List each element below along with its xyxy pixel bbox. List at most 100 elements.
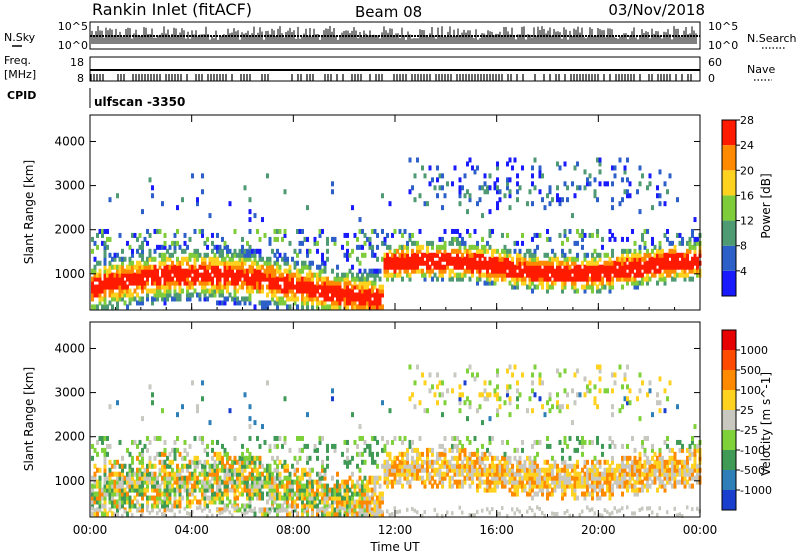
- power-cell: [208, 280, 212, 286]
- velocity-cell: [438, 455, 442, 461]
- velocity-cell: [456, 455, 459, 461]
- power-cell: [253, 252, 257, 258]
- power-cell: [101, 288, 104, 294]
- velocity-cell: [306, 487, 309, 493]
- power-cell: [468, 268, 472, 274]
- velocity-cell: [441, 443, 444, 449]
- power-cell: [188, 252, 192, 258]
- velocity-cell: [113, 512, 116, 517]
- velocity-cell: [121, 467, 124, 473]
- power-cell: [103, 292, 107, 298]
- power-cell: [193, 264, 197, 270]
- velocity-cell: [213, 459, 217, 465]
- power-cell: [256, 272, 259, 278]
- power-cell: [566, 256, 569, 262]
- power-cell: [478, 197, 482, 203]
- power-cell: [148, 268, 152, 274]
- velocity-cell: [528, 487, 532, 493]
- velocity-cell: [496, 396, 499, 402]
- power-cell: [486, 185, 489, 191]
- velocity-cell: [346, 507, 349, 513]
- velocity-cell: [423, 510, 426, 515]
- velocity-cell: [91, 487, 94, 493]
- power-cell: [488, 185, 492, 191]
- velocity-cell: [238, 507, 242, 513]
- velocity-cell: [181, 467, 184, 473]
- power-cell: [313, 296, 317, 302]
- velocity-cell: [216, 487, 219, 493]
- power-cell: [358, 288, 362, 294]
- power-cell: [603, 181, 607, 187]
- velocity-cell: [163, 463, 167, 469]
- power-cell: [111, 304, 114, 310]
- velocity-cell: [358, 487, 362, 493]
- velocity-cell: [581, 443, 584, 449]
- velocity-cell: [141, 475, 144, 481]
- velocity-cell: [561, 487, 564, 493]
- power-cell: [258, 264, 262, 270]
- velocity-cell: [463, 455, 467, 461]
- velocity-cell: [331, 507, 334, 513]
- velocity-cell: [331, 487, 334, 493]
- velocity-cell: [443, 451, 447, 457]
- velocity-cell: [438, 467, 442, 473]
- power-cell: [626, 256, 629, 262]
- power-cell: [288, 284, 292, 290]
- velocity-cell: [103, 499, 107, 505]
- velocity-cell: [201, 483, 204, 489]
- power-cell: [681, 240, 684, 246]
- power-cell: [308, 296, 312, 302]
- power-cell: [563, 264, 567, 270]
- power-cell: [163, 284, 167, 290]
- power-cell: [468, 264, 472, 270]
- velocity-cell: [253, 483, 257, 489]
- power-cell: [546, 228, 549, 234]
- power-cell: [278, 300, 282, 306]
- velocity-cell: [151, 400, 154, 406]
- power-cell: [108, 236, 112, 242]
- power-cell: [633, 280, 637, 286]
- power-cell: [241, 272, 244, 278]
- velocity-cell: [168, 459, 172, 465]
- power-cell: [556, 264, 559, 270]
- power-cell: [296, 288, 299, 294]
- velocity-cell: [331, 499, 334, 505]
- power-cell: [586, 264, 589, 270]
- power-cell: [346, 300, 349, 306]
- velocity-cell: [116, 513, 119, 518]
- velocity-cell: [536, 483, 539, 489]
- velocity-cell: [503, 455, 507, 461]
- velocity-cell: [176, 487, 179, 493]
- velocity-cell: [163, 475, 167, 481]
- velocity-cell: [211, 455, 214, 461]
- power-cell: [143, 236, 147, 242]
- power-cell: [643, 252, 647, 258]
- power-cell: [663, 256, 667, 262]
- power-cell: [133, 232, 137, 238]
- velocity-cell: [326, 455, 329, 461]
- velocity-cell: [503, 475, 507, 481]
- power-cell: [573, 272, 577, 278]
- velocity-cell: [176, 471, 179, 477]
- velocity-cell: [363, 491, 367, 497]
- velocity-cell: [411, 392, 414, 398]
- power-cell: [646, 248, 649, 254]
- velocity-cell: [361, 499, 364, 505]
- power-cell: [493, 256, 497, 262]
- velocity-cell: [548, 467, 552, 473]
- velocity-cell: [573, 491, 577, 497]
- power-cell: [136, 276, 139, 282]
- power-cell: [103, 304, 107, 310]
- velocity-cell: [183, 479, 187, 485]
- power-cell: [143, 280, 147, 286]
- velocity-cell: [381, 400, 384, 406]
- power-cell: [171, 240, 174, 246]
- power-cell: [123, 256, 127, 262]
- velocity-cell: [478, 471, 482, 477]
- power-cell: [501, 248, 504, 254]
- velocity-cell: [513, 447, 517, 453]
- power-cell: [211, 260, 214, 266]
- power-cell: [608, 228, 612, 234]
- velocity-cell: [116, 459, 119, 465]
